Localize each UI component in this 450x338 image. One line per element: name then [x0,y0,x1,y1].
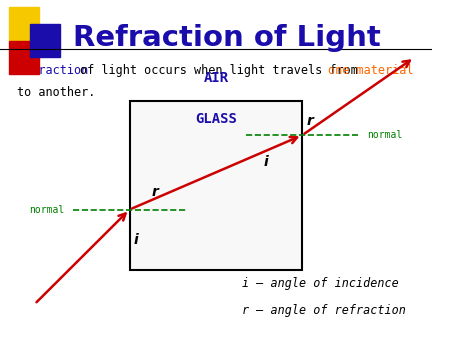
Text: one material: one material [328,64,414,77]
Text: AIR: AIR [203,71,229,84]
Text: i: i [263,155,268,169]
Bar [130,101,302,270]
Text: Refraction: Refraction [17,64,89,77]
Text: i: i [134,233,139,247]
Bar [9,7,39,41]
Bar [30,24,60,57]
Text: to another.: to another. [17,86,96,99]
Text: GLASS: GLASS [195,112,237,125]
Text: r: r [306,115,313,128]
Text: Refraction of Light: Refraction of Light [73,24,381,52]
Bar [9,41,39,74]
Text: i – angle of incidence: i – angle of incidence [242,277,399,290]
Text: r – angle of refraction: r – angle of refraction [242,304,405,317]
Text: normal: normal [367,130,402,140]
Text: r: r [151,186,158,199]
Text: normal: normal [30,204,65,215]
Text: of light occurs when light travels from: of light occurs when light travels from [80,64,358,77]
